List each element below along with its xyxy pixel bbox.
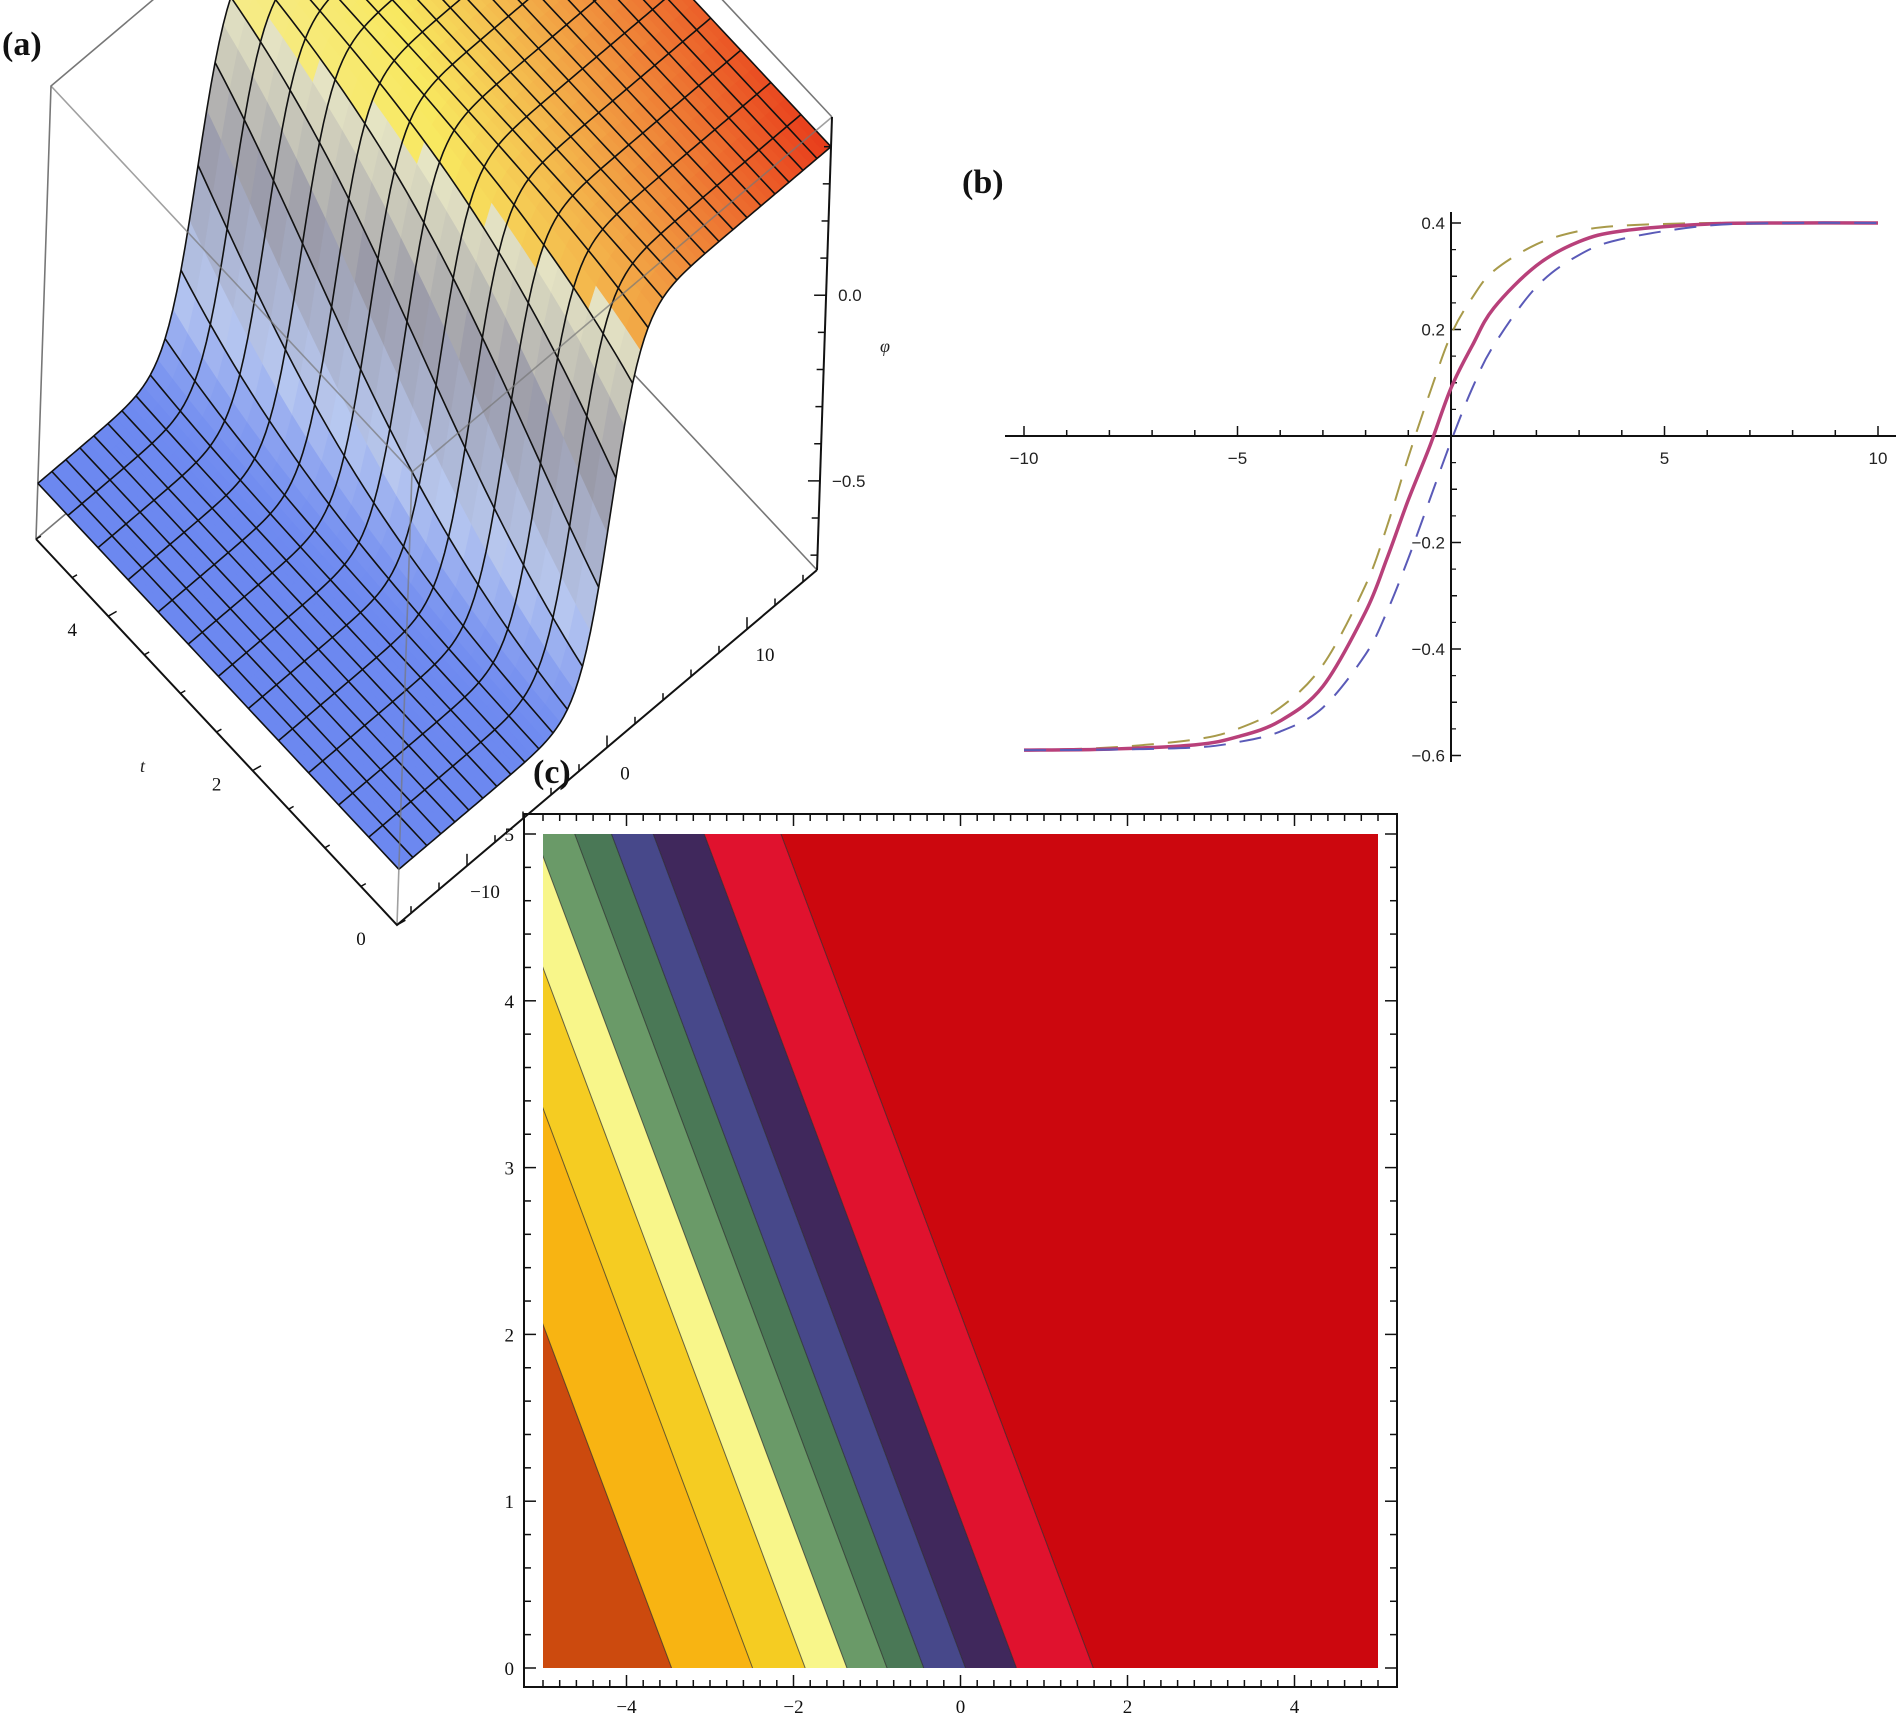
y-tick-label: 1 [505, 1492, 515, 1513]
y-tick-label: −0.2 [1411, 534, 1445, 553]
y-tick-label: 4 [505, 992, 515, 1013]
y-tick-label: −0.6 [1411, 747, 1445, 766]
surface-mesh [37, 0, 832, 870]
x-tick-label: −2 [783, 1697, 803, 1718]
surface-grid-lines [37, 0, 832, 870]
panel-label-a: (a) [2, 26, 42, 63]
y-tick-label: 0 [505, 1659, 515, 1680]
phi-axis-label: φ [880, 336, 890, 356]
z-tick-label: 0.0 [838, 286, 862, 305]
x-tick-label: −5 [1228, 449, 1247, 468]
x-tick-label: 10 [1869, 449, 1888, 468]
box-back-edges [35, 0, 833, 540]
y-tick-label: −0.4 [1411, 640, 1445, 659]
series-line-1 [1023, 221, 1879, 752]
y-tick-label: 5 [505, 825, 515, 846]
x-tick-label: 4 [1290, 1697, 1300, 1718]
contour-bands [543, 834, 1378, 1668]
t-axis-label: t [140, 756, 146, 776]
x-tick-label: −10 [1010, 449, 1039, 468]
t-tick-label: 4 [67, 620, 77, 641]
x-tick-label: 5 [1660, 449, 1669, 468]
t-tick-label: 0 [356, 929, 366, 950]
y-tick-label: 3 [505, 1159, 515, 1180]
x-tick-label: 2 [1123, 1697, 1133, 1718]
x-tick-label: 0 [956, 1697, 966, 1718]
series-line-0 [1023, 221, 1878, 752]
t-tick-label: 2 [212, 775, 222, 796]
panel-label-b: (b) [962, 164, 1004, 201]
x-tick-label: −10 [470, 882, 500, 903]
y-tick-label: 0.4 [1421, 214, 1445, 233]
series-line-2 [1023, 221, 1879, 752]
z-tick-label: −0.5 [832, 472, 866, 491]
x-tick-label: 0 [620, 764, 630, 785]
y-tick-label: 0.2 [1421, 321, 1445, 340]
y-tick-label: 2 [505, 1325, 515, 1346]
x-tick-label: −4 [616, 1697, 637, 1718]
x-tick-label: 10 [756, 645, 775, 666]
axes-3d [35, 116, 833, 927]
